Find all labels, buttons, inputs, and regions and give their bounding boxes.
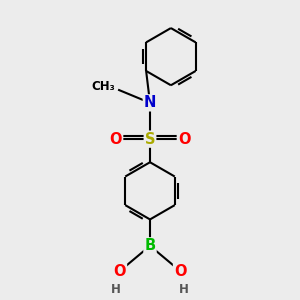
Text: N: N [144, 95, 156, 110]
Text: O: O [174, 264, 187, 279]
Text: H: H [111, 283, 121, 296]
Text: O: O [178, 132, 190, 147]
Text: B: B [144, 238, 156, 253]
Text: O: O [113, 264, 126, 279]
Text: O: O [110, 132, 122, 147]
Text: CH₃: CH₃ [91, 80, 115, 93]
Text: S: S [145, 132, 155, 147]
Text: H: H [179, 283, 189, 296]
